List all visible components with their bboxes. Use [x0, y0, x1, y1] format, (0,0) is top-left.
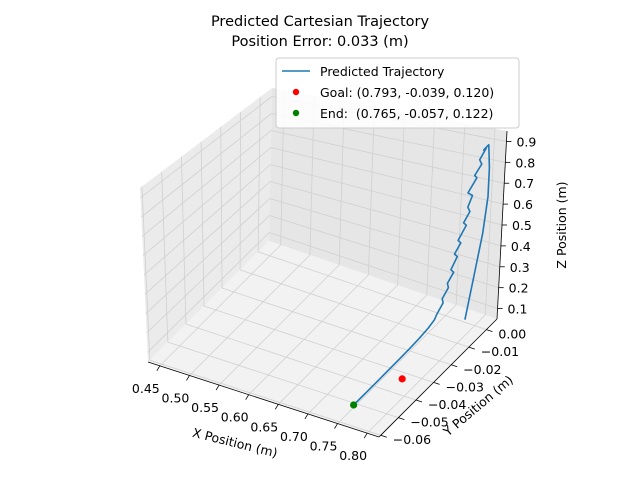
- marker-layer: [350, 375, 406, 409]
- y-grid-floor: [239, 269, 469, 348]
- x-tick: [156, 365, 161, 372]
- axes-grid: [140, 90, 507, 436]
- z-grid-left: [143, 164, 271, 276]
- y-tick: [486, 329, 493, 332]
- z-grid-left: [142, 147, 272, 256]
- axes-ticks: 0.450.500.550.600.650.700.750.80 0.00 −0.0…: [132, 134, 536, 463]
- legend-label-end: End: (0.765, -0.057, 0.122): [320, 106, 493, 121]
- x-tick-label: 0.70: [280, 429, 308, 444]
- x-tick-label: 0.55: [191, 400, 219, 415]
- x-tick: [245, 394, 250, 400]
- y-grid-floor: [258, 251, 487, 330]
- z-grid-back: [270, 164, 503, 226]
- trajectory-line: [353, 143, 491, 406]
- chart-subtitle: Position Error: 0.033 (m): [231, 34, 408, 50]
- y-grid-floor: [167, 341, 399, 419]
- z-tick-label: 0.1: [508, 302, 528, 317]
- x-tick: [215, 384, 220, 391]
- y-tick: [415, 399, 423, 403]
- y-tick-label: −0.04: [428, 397, 466, 412]
- x-tick-label: 0.60: [221, 410, 249, 425]
- z-grid-left: [141, 130, 272, 237]
- z-grid-back: [271, 130, 505, 184]
- x-tick: [334, 423, 338, 429]
- y-grid-floor: [185, 323, 417, 401]
- legend-box: [275, 57, 520, 129]
- x-tick-label: 0.80: [339, 448, 367, 463]
- z-tick-label: 0.6: [513, 197, 533, 212]
- chart-title: Predicted Cartesian Trajectory: [211, 14, 430, 30]
- y-tick: [433, 382, 440, 385]
- x-tick-label: 0.75: [310, 439, 338, 454]
- z-tick-label: 0.3: [510, 260, 530, 275]
- goal-marker: [398, 375, 406, 383]
- y-tick-label: −0.02: [463, 362, 501, 377]
- z-grid-left: [140, 96, 273, 198]
- z-grid-back: [270, 147, 504, 205]
- x-tick-label: 0.50: [162, 390, 190, 405]
- x-tick: [363, 432, 368, 439]
- y-tick: [468, 346, 475, 350]
- y-grid-floor: [221, 287, 452, 366]
- z-tick-label: 0.7: [514, 176, 534, 191]
- z-grid-back: [269, 215, 499, 289]
- y-tick-label: −0.03: [446, 379, 484, 394]
- x-axis-line: [147, 361, 380, 438]
- series-layer: [353, 143, 491, 406]
- legend-label-goal: Goal: (0.793, -0.039, 0.120): [320, 85, 494, 100]
- legend-goal-swatch: [292, 88, 300, 96]
- y-tick: [451, 364, 458, 368]
- z-tick-label: 0.9: [516, 134, 536, 149]
- z-tick-label: 0.4: [511, 239, 531, 254]
- z-axis-label: Z Position (m): [554, 181, 569, 268]
- back-right-pane: [269, 88, 507, 319]
- x-tick: [186, 375, 190, 381]
- end-marker: [350, 401, 358, 409]
- y-tick: [398, 417, 405, 421]
- z-tick-label: 0.5: [512, 218, 532, 233]
- legend-label-trajectory: Predicted Trajectory: [320, 64, 445, 79]
- x-tick: [274, 404, 279, 410]
- z-grid-left: [145, 198, 271, 314]
- z-grid-left: [141, 113, 272, 218]
- z-grid-left: [147, 232, 270, 353]
- y-tick-label: 0.00: [498, 327, 526, 342]
- legend: Predicted Trajectory Goal: (0.793, -0.03…: [275, 57, 520, 129]
- x-tick: [304, 413, 309, 420]
- z-grid-back: [269, 198, 500, 268]
- z-grid-back: [269, 232, 498, 309]
- y-tick-label: −0.01: [481, 344, 519, 359]
- z-tick-label: 0.8: [515, 155, 535, 170]
- z-grid-left: [144, 181, 271, 295]
- y-grid-floor: [149, 359, 381, 436]
- z-tick-label: 0.2: [509, 281, 529, 296]
- z-grid-back: [270, 181, 501, 247]
- legend-end-swatch: [292, 109, 300, 117]
- y-tick-label: −0.06: [393, 432, 431, 447]
- y-tick: [380, 434, 387, 438]
- x-tick-label: 0.45: [132, 381, 160, 396]
- y-grid-floor: [203, 305, 434, 383]
- x-tick-label: 0.65: [250, 419, 278, 434]
- y-tick-label: −0.05: [410, 415, 448, 430]
- z-grid-left: [146, 215, 270, 334]
